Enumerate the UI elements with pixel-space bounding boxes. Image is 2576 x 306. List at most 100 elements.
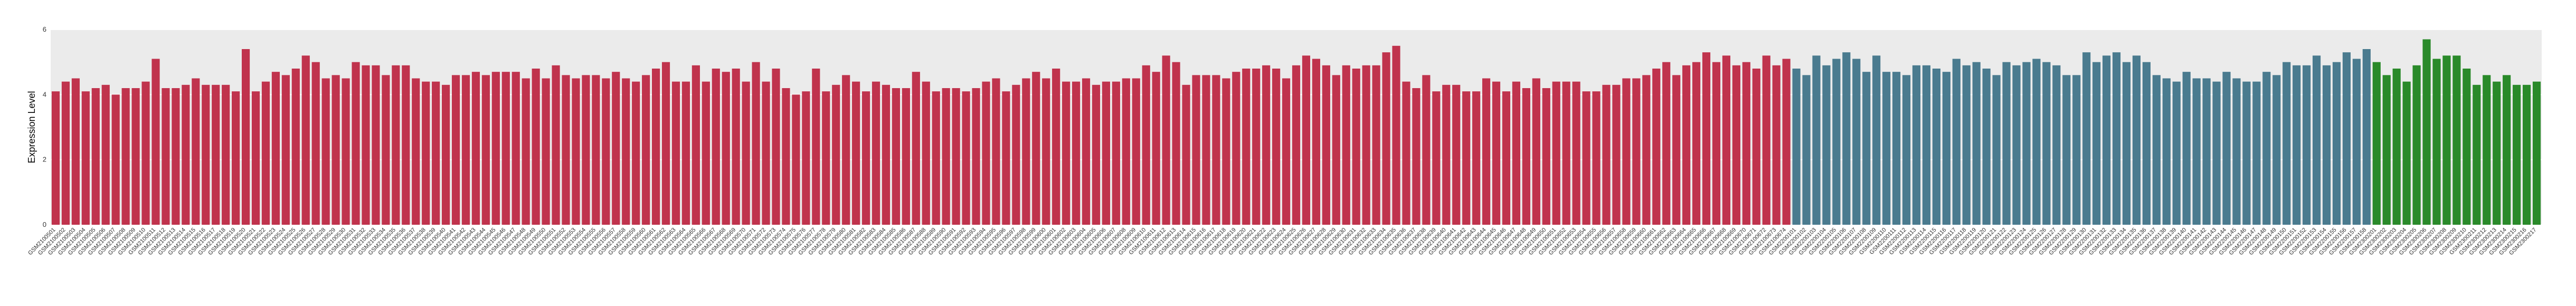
bar — [2442, 55, 2451, 225]
bar — [1922, 65, 1931, 225]
bar — [1692, 62, 1701, 225]
bar — [261, 81, 270, 225]
bar — [1722, 55, 1731, 225]
bar — [1352, 69, 1360, 225]
bar — [131, 88, 140, 225]
bar — [652, 69, 660, 225]
bar — [281, 75, 290, 225]
bar — [2052, 65, 2061, 225]
bar — [1402, 81, 1410, 225]
bar — [2262, 72, 2271, 225]
bar — [1912, 65, 1921, 225]
bar — [2332, 62, 2341, 225]
bar — [542, 78, 550, 225]
bar — [582, 75, 590, 225]
bar — [632, 81, 640, 225]
y-tick-label: 4 — [43, 90, 46, 98]
bar — [892, 88, 901, 225]
bar — [2473, 84, 2481, 225]
bar — [101, 84, 110, 225]
bar — [2503, 75, 2511, 225]
bar — [1552, 81, 1560, 225]
bar — [332, 75, 340, 225]
bar — [251, 91, 260, 225]
bar — [1842, 52, 1851, 225]
bar — [1592, 91, 1600, 225]
bar — [622, 78, 630, 225]
bar — [1102, 81, 1110, 225]
bar — [271, 72, 280, 225]
bar — [1172, 62, 1180, 225]
bar — [712, 69, 720, 225]
bar — [2422, 39, 2431, 225]
bar — [1652, 69, 1661, 225]
bar — [2392, 69, 2401, 225]
bar — [2172, 81, 2181, 225]
bar — [762, 81, 770, 225]
bar — [491, 72, 500, 225]
bar — [311, 62, 320, 225]
bar — [51, 91, 60, 225]
bar — [932, 91, 940, 225]
bar — [432, 81, 440, 225]
bar — [1152, 72, 1160, 225]
bar — [1822, 65, 1831, 225]
bar — [1472, 91, 1481, 225]
bar — [612, 72, 620, 225]
bar — [1112, 81, 1120, 225]
bar — [1492, 81, 1501, 225]
bar — [782, 88, 790, 225]
bar — [2112, 52, 2121, 225]
bar — [2532, 81, 2541, 225]
bar — [752, 62, 760, 225]
bar — [1032, 72, 1040, 225]
bar — [1092, 84, 1101, 225]
bar — [902, 88, 910, 225]
bar — [1332, 75, 1340, 225]
bar — [1142, 65, 1150, 225]
bar — [2272, 75, 2281, 225]
bar — [241, 49, 250, 225]
bar — [1192, 75, 1200, 225]
bar — [1952, 59, 1961, 225]
bar — [471, 72, 480, 225]
bar — [812, 69, 820, 225]
bar — [1372, 65, 1380, 225]
bar — [882, 84, 891, 225]
bar — [692, 65, 700, 225]
bar — [1462, 91, 1471, 225]
bar — [1432, 91, 1441, 225]
bar — [222, 84, 230, 225]
bar — [2283, 62, 2291, 225]
bar — [1612, 84, 1621, 225]
bar — [802, 91, 810, 225]
bar — [1802, 75, 1811, 225]
bar — [1052, 69, 1060, 225]
bar — [1662, 62, 1671, 225]
bar — [962, 91, 970, 225]
bar — [982, 81, 990, 225]
bar — [151, 59, 160, 225]
bar — [202, 84, 210, 225]
bar — [81, 91, 90, 225]
bar — [592, 75, 600, 225]
bar — [392, 65, 400, 225]
bar — [451, 75, 460, 225]
bar — [2432, 59, 2441, 225]
y-tick-label: 6 — [43, 25, 46, 33]
bar — [2132, 55, 2141, 225]
bar — [372, 65, 380, 225]
bar — [661, 62, 670, 225]
bar — [852, 81, 860, 225]
bar — [2513, 84, 2521, 225]
bar — [2452, 55, 2461, 225]
bar — [1042, 78, 1050, 225]
bar — [552, 65, 560, 225]
bar — [121, 88, 130, 225]
bar — [1752, 69, 1760, 225]
bar — [1712, 62, 1721, 225]
bar — [792, 94, 800, 225]
bar — [861, 91, 870, 225]
bar — [2352, 59, 2361, 225]
